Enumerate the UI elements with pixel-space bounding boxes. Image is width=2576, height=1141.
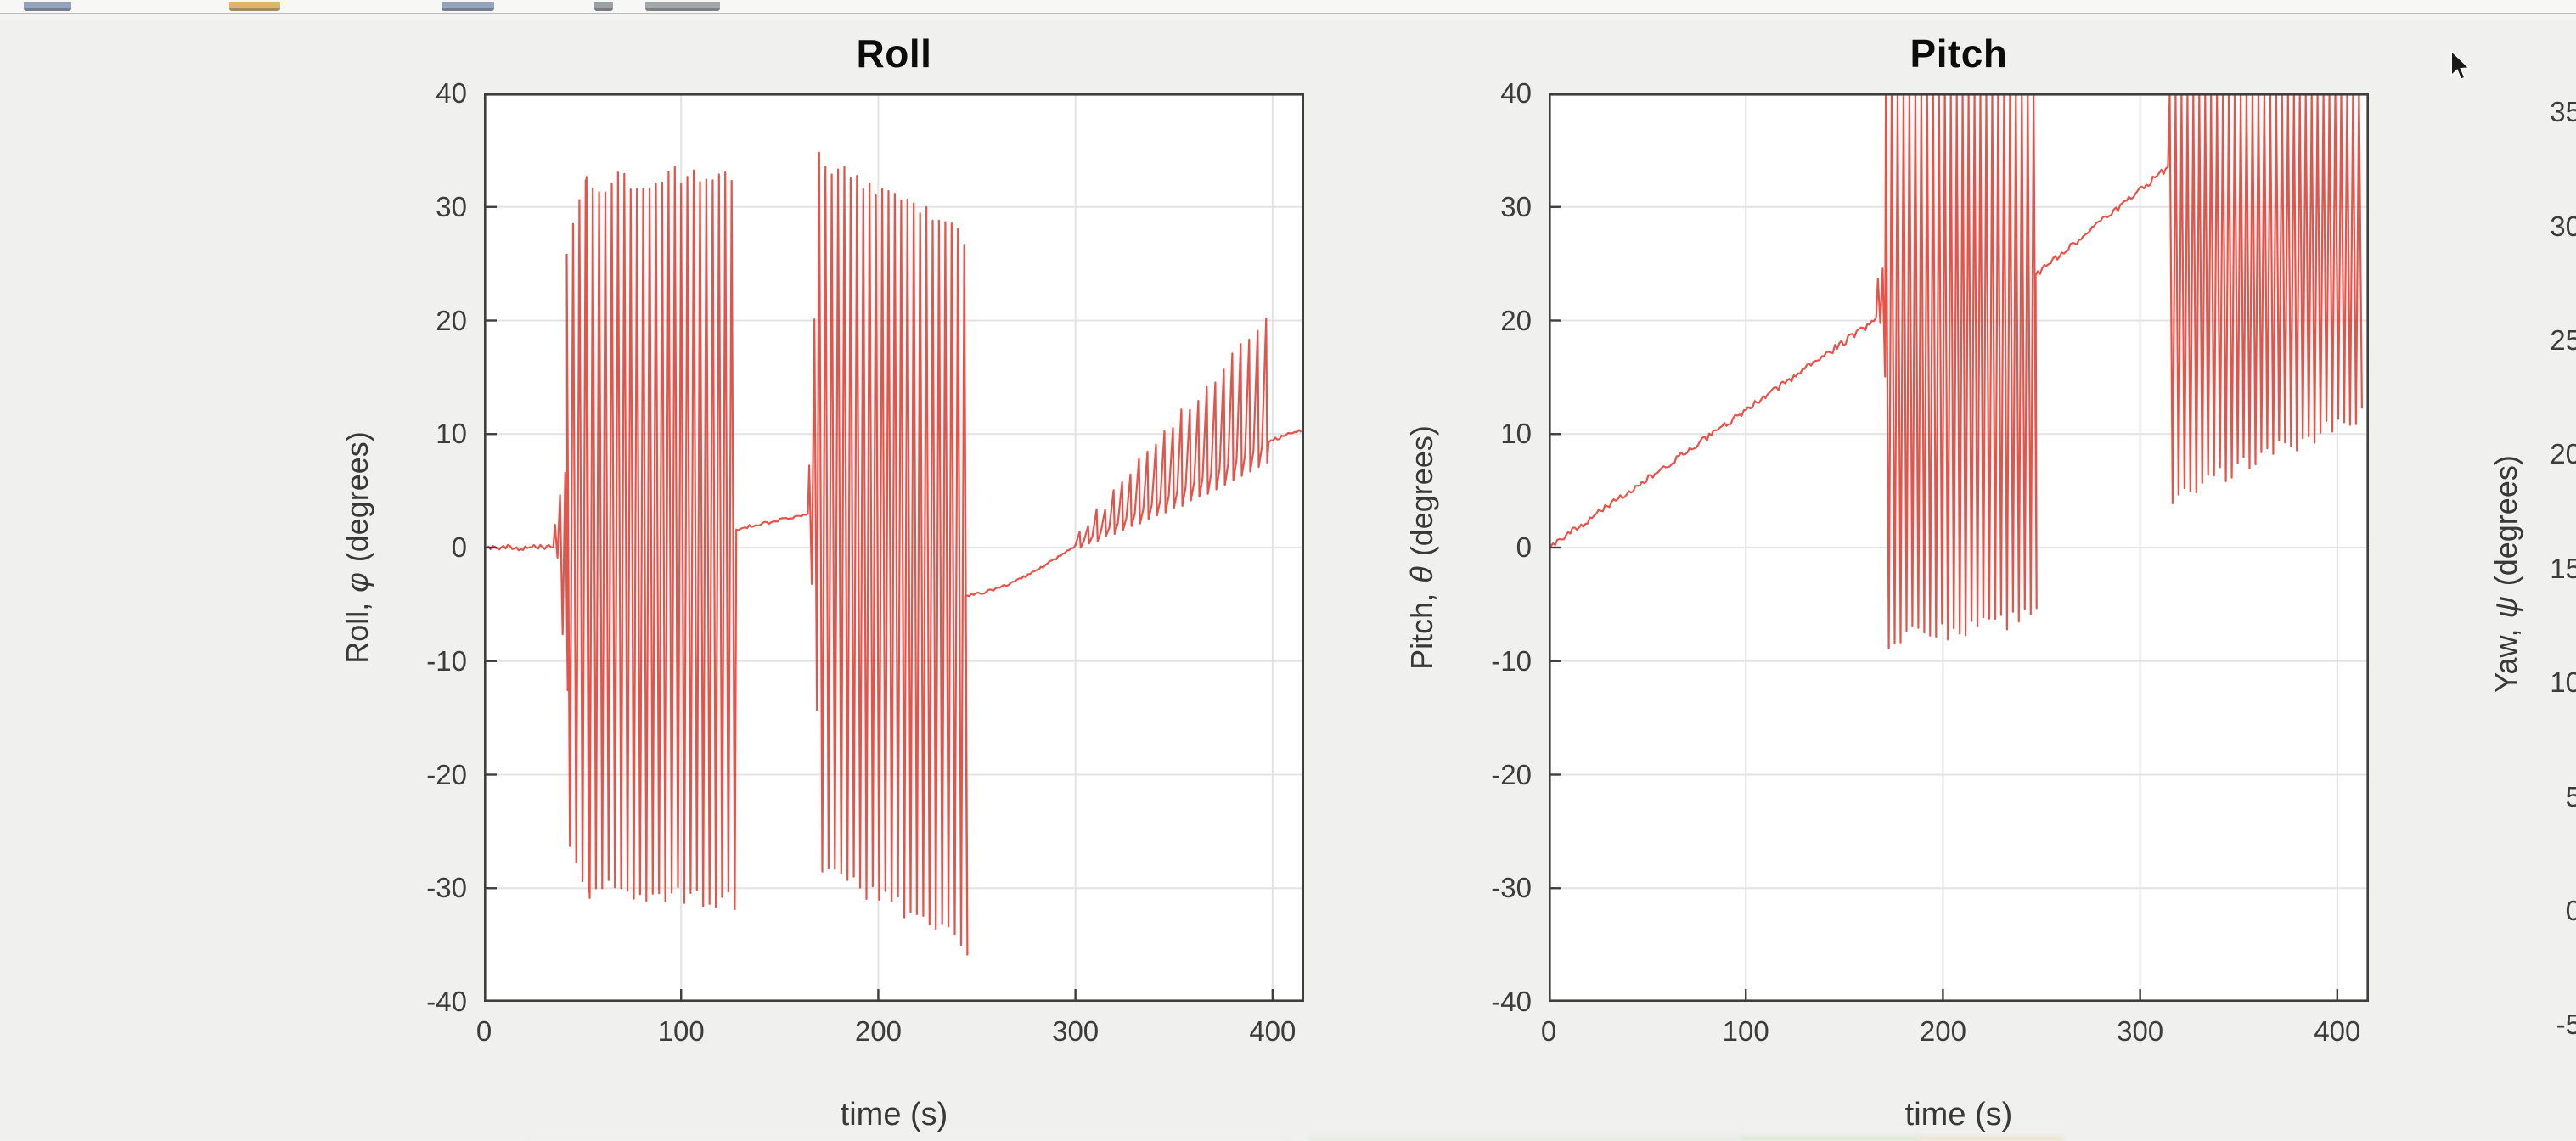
yaw-y-tick-label: 35 [2550, 96, 2576, 128]
roll-plot-area[interactable] [484, 93, 1304, 1002]
x-tick-label: 0 [1540, 1015, 1557, 1047]
pitch-x-axis-label: time (s) [1904, 1097, 2013, 1133]
plot-title-pitch: Pitch [1910, 31, 2008, 76]
yaw-y-tick-label: 30 [2550, 210, 2576, 242]
y-tick-label: -40 [1491, 986, 1532, 1017]
toolbar-icon-compare[interactable] [594, 2, 613, 11]
y-tick-label: 10 [1500, 418, 1532, 450]
y-tick-label: 10 [436, 418, 467, 450]
y-tick-label: 30 [436, 190, 467, 222]
figure-toolbar [0, 0, 2576, 14]
x-tick-label: 300 [1052, 1015, 1100, 1047]
x-tick-label: 200 [854, 1015, 902, 1047]
y-tick-label: 40 [436, 77, 467, 109]
screen-bottom-edge [0, 1136, 2576, 1141]
toolbar-icon-save[interactable] [442, 2, 494, 11]
y-tick-label: 40 [1500, 77, 1532, 109]
yaw-y-tick-label: 10 [2550, 666, 2576, 699]
y-tick-label: 20 [1500, 304, 1532, 336]
dock-peek-patch [526, 1136, 1291, 1141]
y-tick-label: 0 [451, 531, 467, 563]
dock-peek-patch [1919, 1136, 2063, 1141]
mouse-cursor-icon [2450, 49, 2472, 81]
x-tick-label: 400 [1249, 1015, 1296, 1047]
toolbar-icon-print[interactable] [645, 2, 720, 11]
pitch-plot-area[interactable] [1549, 93, 2369, 1002]
x-tick-label: 400 [2314, 1015, 2361, 1047]
dock-peek-patch [1308, 1136, 1741, 1141]
figure-canvas: Roll Roll, φ (degrees) 0 100 200 300 400 40 30… [0, 20, 2576, 1136]
y-tick-label: 20 [436, 304, 467, 336]
x-tick-label: 300 [2117, 1015, 2164, 1047]
toolbar-divider [0, 14, 2576, 20]
toolbar-icon-new[interactable] [24, 2, 71, 11]
x-tick-label: 100 [1722, 1015, 1769, 1047]
y-tick-label: -40 [426, 986, 467, 1017]
roll-x-axis-label: time (s) [840, 1097, 948, 1133]
y-tick-label: -20 [426, 758, 467, 790]
y-tick-label: -30 [426, 872, 467, 904]
yaw-y-tick-label: 20 [2550, 438, 2576, 470]
yaw-y-tick-label: 25 [2550, 324, 2576, 356]
yaw-y-tick-label: 0 [2565, 895, 2576, 926]
plot-title-roll: Roll [856, 31, 932, 76]
y-tick-label: -10 [426, 644, 467, 677]
y-tick-label: 30 [1500, 190, 1532, 222]
yaw-y-tick-label: 5 [2565, 780, 2576, 812]
dock-peek-patch [1741, 1136, 1919, 1141]
toolbar-icon-open[interactable] [229, 2, 280, 11]
y-tick-label: 0 [1516, 531, 1532, 563]
yaw-y-tick-label: -5 [2556, 1009, 2576, 1041]
y-tick-label: -10 [1491, 644, 1532, 677]
x-tick-label: 0 [475, 1015, 492, 1047]
y-tick-label: -20 [1491, 758, 1532, 790]
yaw-y-tick-label: 15 [2550, 552, 2576, 584]
y-tick-label: -30 [1491, 872, 1532, 904]
x-tick-label: 100 [657, 1015, 705, 1047]
x-tick-label: 200 [1919, 1015, 1966, 1047]
